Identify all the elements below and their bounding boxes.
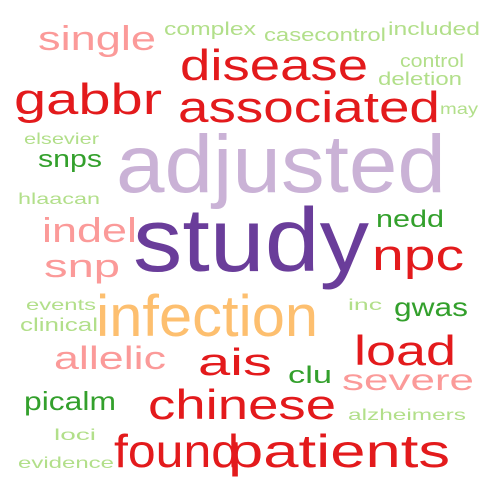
word-npc: npc	[372, 231, 465, 280]
word-loci: loci	[54, 427, 97, 444]
word-evidence: evidence	[18, 455, 115, 472]
word-events: events	[26, 297, 97, 314]
word-found: found	[114, 425, 240, 477]
word-snp: snp	[44, 248, 120, 284]
word-nedd: nedd	[376, 206, 445, 233]
word-included: included	[388, 19, 481, 39]
word-may: may	[440, 101, 479, 118]
word-chinese: chinese	[148, 381, 337, 428]
word-inc: inc	[348, 297, 382, 314]
word-hlaacan: hlaacan	[18, 191, 100, 208]
word-adjusted: adjusted	[116, 119, 446, 210]
word-indel: indel	[42, 212, 137, 250]
word-casecontrol: casecontrol	[264, 25, 386, 45]
word-control: control	[400, 51, 464, 71]
word-single: single	[38, 20, 156, 58]
word-clinical: clinical	[20, 315, 99, 335]
word-load: load	[354, 327, 457, 374]
word-disease: disease	[180, 41, 369, 90]
word-gwas: gwas	[394, 292, 468, 322]
word-complex: complex	[164, 19, 256, 39]
word-ais: ais	[198, 342, 272, 384]
word-severe: severe	[342, 364, 475, 397]
word-patients: patients	[228, 425, 451, 477]
word-study: study	[133, 191, 369, 291]
word-gabbr: gabbr	[14, 75, 162, 124]
word-allelic: allelic	[54, 340, 166, 376]
word-deletion: deletion	[378, 69, 462, 89]
word-clu: clu	[288, 362, 333, 389]
word-elsevier: elsevier	[24, 131, 99, 148]
word-picalm: picalm	[24, 386, 116, 416]
word-snps: snps	[38, 146, 102, 173]
word-associated: associated	[178, 83, 440, 132]
word-infection: infection	[96, 284, 319, 349]
word-alzheimers: alzheimers	[348, 407, 466, 424]
